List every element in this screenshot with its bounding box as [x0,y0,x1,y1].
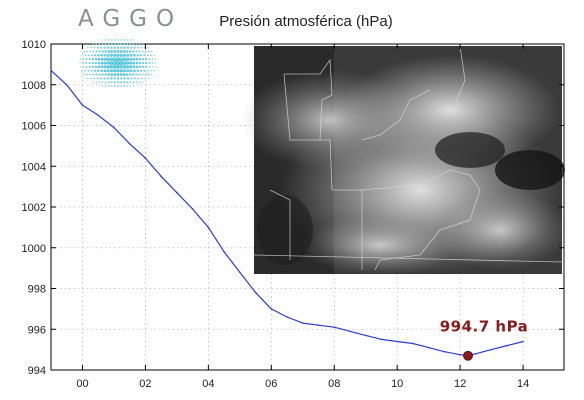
data-point [191,208,194,210]
y-tick-label: 1006 [22,121,46,133]
data-point [317,324,320,327]
data-point [270,308,273,310]
data-point [160,175,162,178]
data-point [207,226,210,229]
y-tick-label: 1004 [22,161,46,173]
y-tick-label: 996 [28,324,46,336]
x-tick-label: 08 [328,378,340,390]
data-point [128,143,131,145]
y-tick-label: 994 [28,365,46,377]
aggo-logo-globe [79,39,157,87]
data-point [333,326,336,329]
satellite-inset-image [240,45,570,275]
data-point [144,157,147,159]
y-tick-label: 1000 [22,243,46,255]
y-tick-label: 1008 [22,80,46,92]
data-point [223,251,225,253]
data-point [364,334,367,337]
data-point [443,350,446,353]
data-point [412,342,414,345]
data-point [97,114,99,117]
x-tick-label: 14 [517,378,529,390]
data-point [475,352,477,355]
y-tick-label: 1002 [22,202,46,214]
data-point [522,340,524,343]
data-point [113,126,115,129]
data-point [380,338,383,341]
y-tick-label: 1010 [22,39,46,51]
data-point [254,291,257,294]
x-tick-label: 04 [202,378,214,390]
data-point [427,346,430,349]
data-point [349,330,351,333]
x-tick-label: 10 [391,378,403,390]
pressure-series-line [51,70,524,357]
data-point [176,191,178,194]
x-tick-label: 06 [265,378,277,390]
data-point [302,322,304,324]
data-point [239,271,241,274]
data-point [50,69,52,72]
data-point [81,104,84,106]
x-tick-label: 12 [454,378,466,390]
annotation-marker [463,350,473,361]
chart-title: Presión atmosférica (hPa) [219,13,392,30]
aggo-logo-text: AGGO [78,6,184,32]
y-tick-label: 998 [28,284,46,296]
annotation-label: 994.7 hPa [440,318,529,336]
data-point [506,344,509,347]
data-point [286,316,288,318]
x-tick-label: 00 [76,378,88,390]
data-point [490,348,493,351]
data-point [396,340,399,343]
x-tick-label: 02 [139,378,151,390]
data-point [65,84,68,86]
data-point [459,353,461,356]
